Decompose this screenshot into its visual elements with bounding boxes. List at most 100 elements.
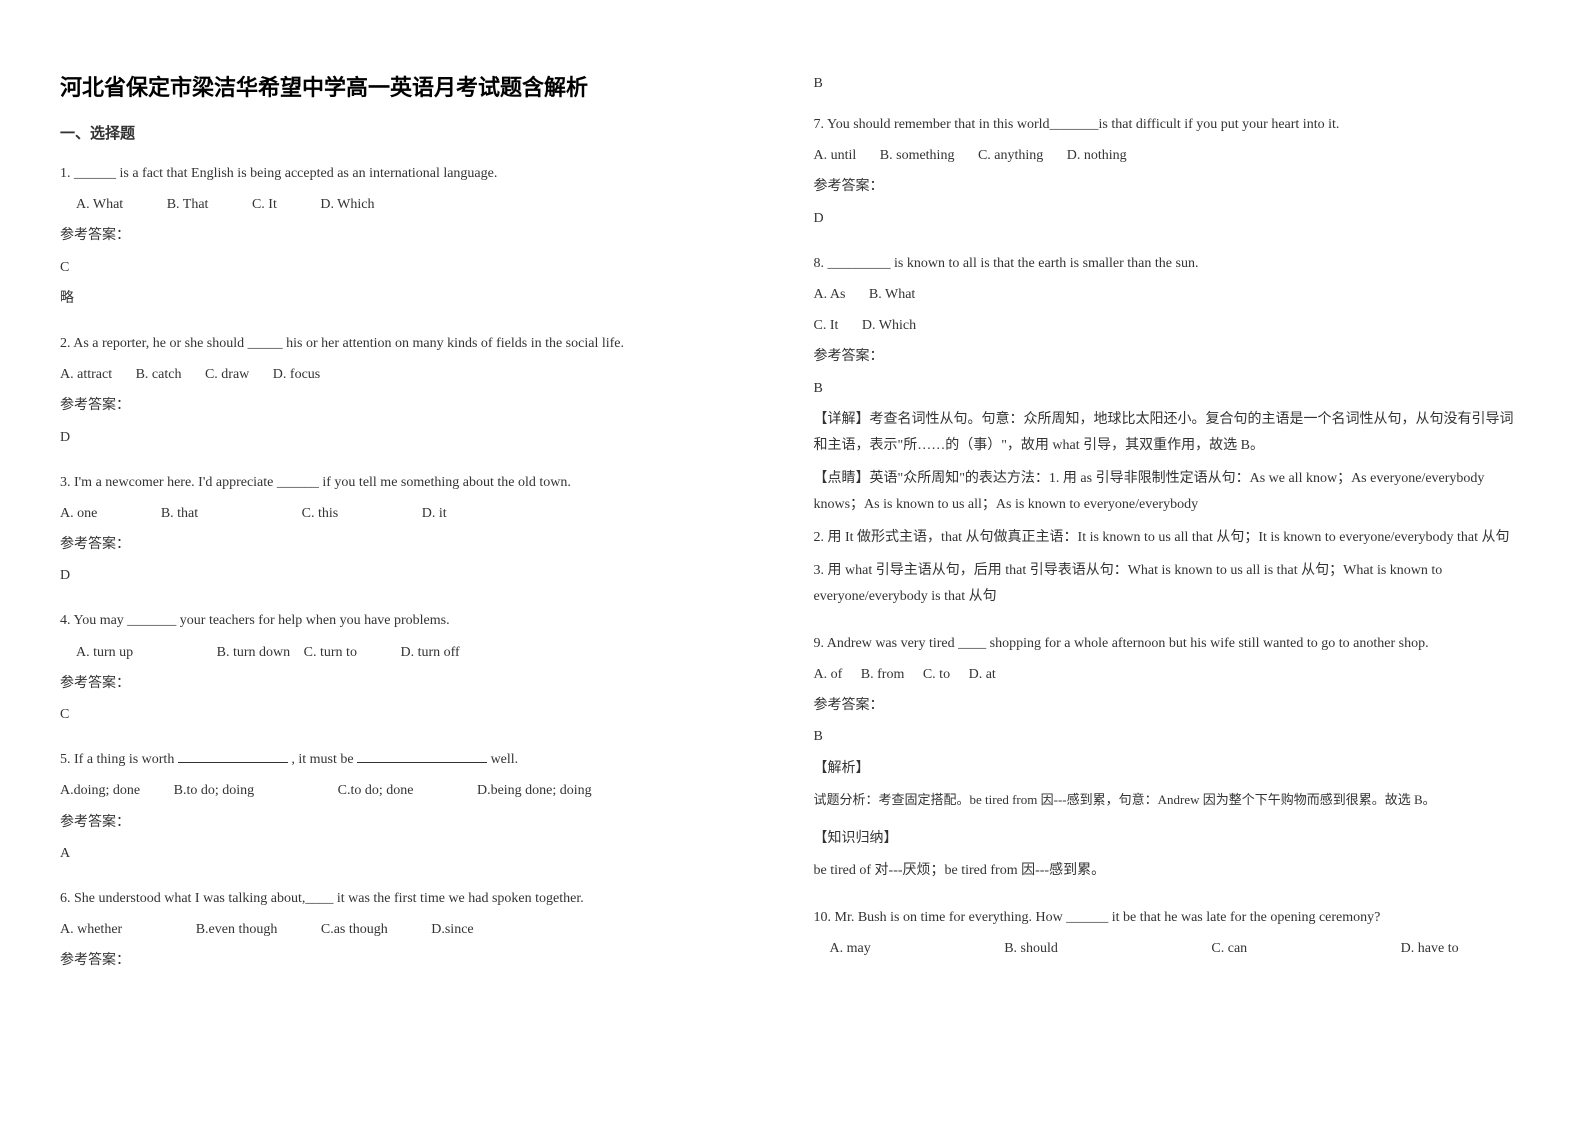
q9-opt-c: C. to	[923, 662, 950, 687]
q9-stem: 9. Andrew was very tired ____ shopping f…	[814, 631, 1528, 656]
q6-ans: B	[814, 76, 1528, 92]
q4-opt-d: D. turn off	[400, 640, 459, 665]
q1-opt-b: B. That	[167, 192, 209, 217]
q10-opt-a: A. may	[830, 936, 871, 961]
q9-opt-b: B. from	[861, 662, 905, 687]
q5-opt-d: D.being done; doing	[477, 778, 592, 803]
q3-ans-label: 参考答案：	[60, 532, 774, 557]
q10-stem: 10. Mr. Bush is on time for everything. …	[814, 905, 1528, 930]
q3-opt-c: C. this	[302, 501, 339, 526]
right-column: B 7. You should remember that in this wo…	[794, 70, 1548, 1082]
q9-options: A. of B. from C. to D. at	[814, 662, 1528, 687]
q9-opt-a: A. of	[814, 662, 843, 687]
q5-opt-c: C.to do; done	[338, 778, 414, 803]
q5-stem: 5. If a thing is worth , it must be well…	[60, 747, 774, 772]
q4-opt-a: A. turn up	[76, 640, 133, 665]
q5-stem-a: 5. If a thing is worth	[60, 752, 174, 767]
question-1: 1. ______ is a fact that English is bein…	[60, 161, 774, 311]
q1-opt-c: C. It	[252, 192, 277, 217]
q1-stem: 1. ______ is a fact that English is bein…	[60, 161, 774, 186]
question-9: 9. Andrew was very tired ____ shopping f…	[814, 631, 1528, 885]
question-2: 2. As a reporter, he or she should _____…	[60, 331, 774, 450]
q10-opt-c: C. can	[1211, 936, 1247, 961]
q5-ans-label: 参考答案：	[60, 810, 774, 835]
q6-opt-d: D.since	[431, 917, 473, 942]
blank-underline-1	[178, 762, 288, 763]
q7-opt-a: A. until	[814, 143, 857, 168]
q6-ans-label: 参考答案：	[60, 948, 774, 973]
q4-ans: C	[60, 702, 774, 727]
q6-opt-a: A. whether	[60, 917, 122, 942]
q9-explain-1: 试题分析：考查固定搭配。be tired from 因---感到累，句意：And…	[814, 788, 1528, 811]
q7-opt-d: D. nothing	[1067, 143, 1127, 168]
q2-opt-d: D. focus	[273, 362, 320, 387]
section-header-1: 一、选择题	[60, 122, 774, 143]
q4-opt-c: C. turn to	[304, 640, 357, 665]
q2-ans-label: 参考答案：	[60, 393, 774, 418]
q3-stem: 3. I'm a newcomer here. I'd appreciate _…	[60, 470, 774, 495]
q8-ans: B	[814, 376, 1528, 401]
q8-stem: 8. _________ is known to all is that the…	[814, 251, 1528, 276]
question-7: 7. You should remember that in this worl…	[814, 112, 1528, 231]
q7-opt-c: C. anything	[978, 143, 1043, 168]
q4-ans-label: 参考答案：	[60, 671, 774, 696]
q5-opt-a: A.doing; done	[60, 778, 140, 803]
q8-ans-label: 参考答案：	[814, 344, 1528, 369]
q2-opt-c: C. draw	[205, 362, 249, 387]
q7-options: A. until B. something C. anything D. not…	[814, 143, 1528, 168]
q4-options: A. turn up B. turn down C. turn to D. tu…	[60, 640, 774, 665]
q3-ans: D	[60, 563, 774, 588]
question-8: 8. _________ is known to all is that the…	[814, 251, 1528, 611]
question-5: 5. If a thing is worth , it must be well…	[60, 747, 774, 866]
q5-stem-b: , it must be	[291, 752, 353, 767]
q8-opt-d: D. Which	[862, 313, 916, 338]
q6-options: A. whether B.even though C.as though D.s…	[60, 917, 774, 942]
question-6: 6. She understood what I was talking abo…	[60, 886, 774, 974]
q3-opt-a: A. one	[60, 501, 97, 526]
question-4: 4. You may _______ your teachers for hel…	[60, 608, 774, 727]
q8-options-row2: C. It D. Which	[814, 313, 1528, 338]
q8-opt-b: B. What	[869, 282, 915, 307]
q5-opt-b: B.to do; doing	[174, 778, 255, 803]
q10-opt-d: D. have to	[1401, 936, 1459, 961]
q2-stem: 2. As a reporter, he or she should _____…	[60, 331, 774, 356]
q6-opt-c: C.as though	[321, 917, 388, 942]
q9-explain-h1: 【解析】	[814, 756, 1528, 783]
q7-stem: 7. You should remember that in this worl…	[814, 112, 1528, 137]
q10-opt-b: B. should	[1004, 936, 1058, 961]
q2-opt-a: A. attract	[60, 362, 112, 387]
page-title: 河北省保定市梁洁华希望中学高一英语月考试题含解析	[60, 70, 774, 102]
q7-opt-b: B. something	[880, 143, 955, 168]
q9-opt-d: D. at	[969, 662, 996, 687]
q3-options: A. one B. that C. this D. it	[60, 501, 774, 526]
question-3: 3. I'm a newcomer here. I'd appreciate _…	[60, 470, 774, 589]
q4-stem: 4. You may _______ your teachers for hel…	[60, 608, 774, 633]
q8-opt-a: A. As	[814, 282, 846, 307]
q1-ans: C	[60, 255, 774, 280]
q8-explain-2: 【点睛】英语"众所周知"的表达方法：1. 用 as 引导非限制性定语从句：As …	[814, 466, 1528, 519]
q2-options: A. attract B. catch C. draw D. focus	[60, 362, 774, 387]
q8-explain-1: 【详解】考查名词性从句。句意：众所周知，地球比太阳还小。复合句的主语是一个名词性…	[814, 407, 1528, 460]
q6-stem: 6. She understood what I was talking abo…	[60, 886, 774, 911]
q8-options-row1: A. As B. What	[814, 282, 1528, 307]
q5-options: A.doing; done B.to do; doing C.to do; do…	[60, 778, 774, 803]
q6-opt-b: B.even though	[196, 917, 278, 942]
q10-options: A. may B. should C. can D. have to	[814, 936, 1528, 961]
q9-explain-h2: 【知识归纳】	[814, 826, 1528, 853]
q2-opt-b: B. catch	[136, 362, 182, 387]
q8-opt-c: C. It	[814, 313, 839, 338]
q9-explain-2: be tired of 对---厌烦；be tired from 因---感到累…	[814, 858, 1528, 885]
question-10: 10. Mr. Bush is on time for everything. …	[814, 905, 1528, 961]
q8-explain-3: 2. 用 It 做形式主语，that 从句做真正主语：It is known t…	[814, 525, 1528, 552]
q8-explain-4: 3. 用 what 引导主语从句，后用 that 引导表语从句：What is …	[814, 558, 1528, 611]
q3-opt-b: B. that	[161, 501, 198, 526]
q7-ans: D	[814, 206, 1528, 231]
q1-options: A. What B. That C. It D. Which	[60, 192, 774, 217]
q5-ans: A	[60, 841, 774, 866]
q7-ans-label: 参考答案：	[814, 174, 1528, 199]
q2-ans: D	[60, 425, 774, 450]
q1-opt-d: D. Which	[320, 192, 374, 217]
blank-underline-2	[357, 762, 487, 763]
q1-ans-label: 参考答案：	[60, 223, 774, 248]
q4-opt-b: B. turn down	[217, 640, 291, 665]
